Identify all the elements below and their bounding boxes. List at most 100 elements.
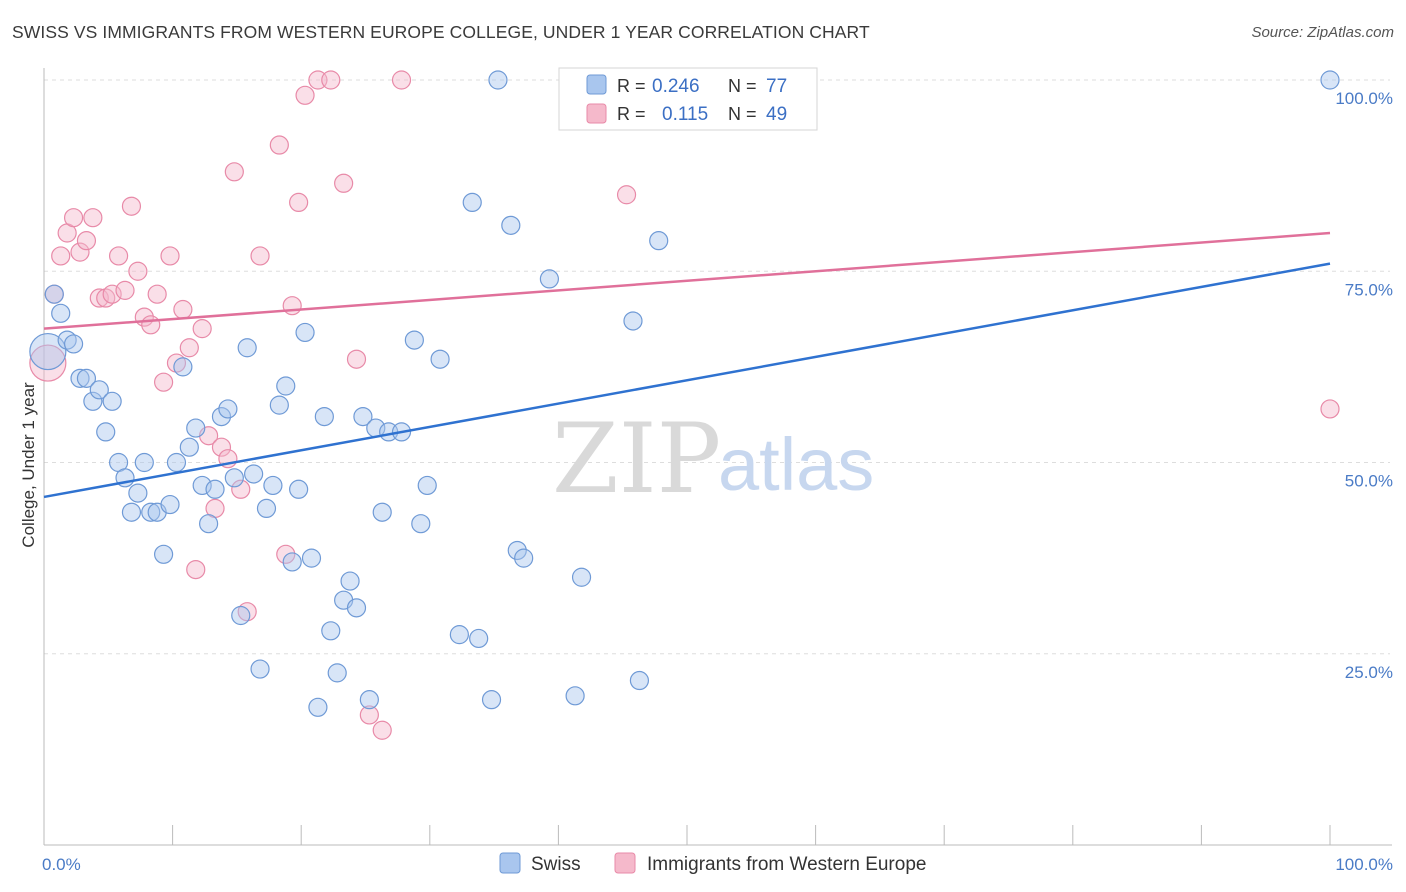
watermark: ZIP atlas [552,403,874,515]
swiss-points [29,70,1340,717]
swiss-point-41 [301,548,322,568]
immigrants-point-42 [359,705,379,725]
swiss-point-47 [340,571,360,591]
legend-swatch-swiss [586,74,607,95]
swiss-point-5 [70,368,90,388]
trend-lines [43,231,1331,499]
swiss-trend-line [43,262,1331,499]
immigrants-point-19 [160,246,180,266]
swiss-point-36 [269,395,289,415]
legend-n-label-immigrants: N = [728,104,757,124]
immigrants-point-32 [250,246,270,266]
swiss-point-49 [353,407,373,427]
watermark-zip: ZIP [552,403,721,515]
swiss-point-7 [83,391,103,411]
legend-n-value-immigrants: 49 [766,104,787,125]
swiss-point-9 [96,422,116,442]
swiss-point-24 [192,475,212,496]
immigrants-point-2 [51,246,71,266]
swiss-point-26 [205,479,225,499]
swiss-point-25 [199,514,219,534]
immigrants-point-39 [321,70,341,90]
immigrants-point-4 [63,208,84,228]
legend-swatch-immigrants [586,103,607,124]
legend-r-label-swiss: R = [617,76,646,96]
swiss-point-13 [121,502,142,522]
swiss-point-0 [29,332,67,371]
immigrants-point-11 [108,246,129,266]
swiss-point-32 [244,464,264,484]
watermark-atlas: atlas [718,423,874,506]
swiss-point-35 [263,475,283,496]
swiss-point-40 [295,322,315,343]
y-tick-labels: 25.0% 50.0% 75.0% 100.0% [1335,89,1393,682]
y-tick-label-50: 50.0% [1345,472,1393,491]
swiss-point-20 [166,452,187,473]
swiss-point-58 [430,349,450,369]
swiss-point-63 [488,70,508,90]
immigrants-point-22 [179,338,199,358]
immigrants-point-13 [121,196,142,216]
swiss-point-57 [417,475,437,496]
swiss-point-73 [649,231,669,251]
axes [43,68,1392,846]
swiss-point-31 [237,338,257,358]
immigrants-point-44 [391,70,412,90]
swiss-point-37 [276,376,296,396]
immigrants-point-43 [372,720,392,740]
swiss-point-39 [289,479,309,499]
immigrants-point-17 [147,284,167,304]
swiss-point-22 [179,437,199,457]
series-legend-swatch-immigrants [614,852,636,874]
legend-r-value-immigrants: 0.115 [662,104,708,125]
swiss-point-61 [469,628,489,649]
grid-lines [44,79,1390,655]
series-legend-immigrants: Immigrants from Western Europe [647,854,926,875]
x-tick-label-100: 100.0% [1335,855,1393,874]
swiss-point-55 [404,330,424,350]
immigrants-point-23 [186,559,206,580]
swiss-point-15 [134,452,154,473]
swiss-point-65 [507,540,527,561]
immigrants-point-14 [128,261,148,281]
legend-n-label-swiss: N = [728,76,757,96]
swiss-point-16 [141,502,161,522]
swiss-point-33 [250,659,270,679]
swiss-point-66 [514,548,534,568]
swiss-point-8 [89,380,109,400]
immigrants-point-0 [29,344,67,382]
swiss-point-60 [462,192,482,212]
swiss-point-27 [211,407,232,427]
y-tick-label-75: 75.0% [1345,280,1393,299]
immigrants-point-5 [70,242,90,262]
y-tick-label-100: 100.0% [1335,89,1393,108]
series-legend: Swiss Immigrants from Western Europe [499,852,926,875]
swiss-point-76 [1320,70,1340,90]
immigrants-point-36 [289,192,309,212]
swiss-point-18 [153,544,174,564]
swiss-point-52 [372,502,392,522]
swiss-point-1 [44,284,64,304]
swiss-point-71 [623,311,643,331]
swiss-point-14 [128,483,148,503]
immigrants-points [29,70,1340,740]
immigrants-point-37 [295,85,315,105]
swiss-point-6 [76,368,97,388]
swiss-point-48 [346,598,367,618]
swiss-point-38 [282,552,302,572]
swiss-point-42 [308,697,328,717]
chart-title: SWISS VS IMMIGRANTS FROM WESTERN EUROPE … [12,22,870,42]
swiss-point-21 [173,357,193,377]
swiss-point-4 [63,334,84,354]
swiss-point-56 [411,514,431,534]
immigrants-point-48 [1320,399,1340,419]
swiss-point-23 [186,418,206,438]
immigrants-point-21 [173,299,193,320]
immigrants-point-41 [346,349,367,369]
swiss-point-34 [256,498,277,518]
immigrants-point-34 [276,544,296,564]
swiss-point-43 [314,407,334,427]
immigrants-point-30 [231,479,251,499]
y-tick-label-25: 25.0% [1345,663,1393,682]
swiss-point-45 [327,663,347,683]
